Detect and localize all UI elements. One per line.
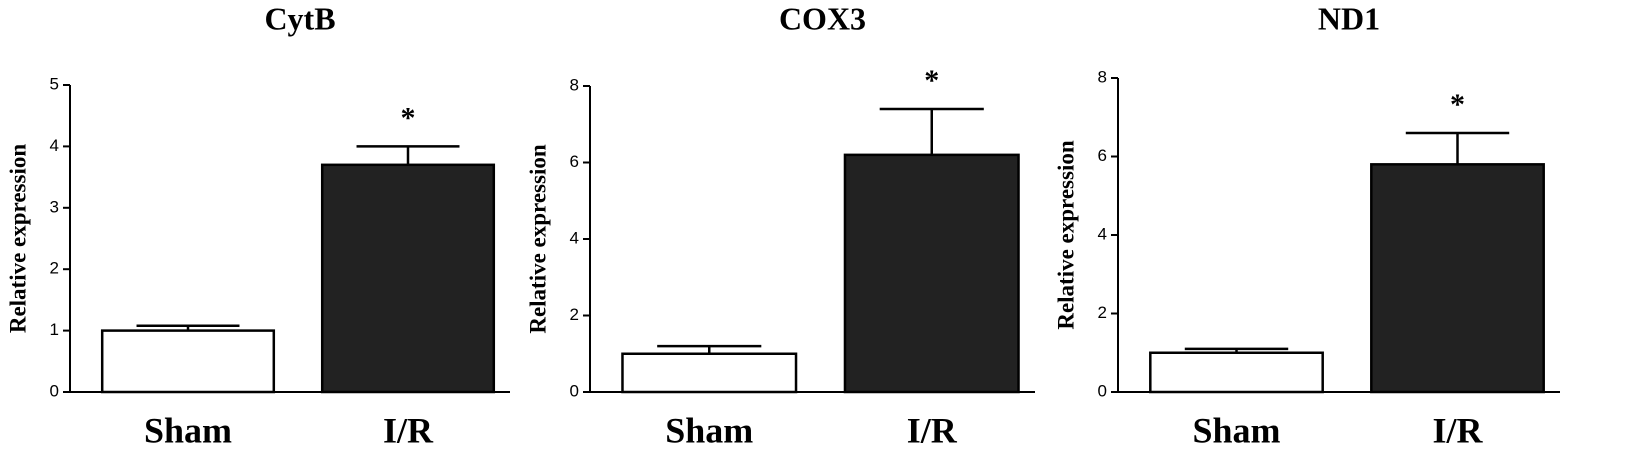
x-tick-label: I/R [907, 410, 958, 450]
bar [621, 352, 798, 394]
x-tick-label: Sham [665, 410, 753, 450]
bar [100, 329, 276, 394]
y-tick-label: 2 [1098, 303, 1107, 322]
y-tick-label: 4 [50, 136, 59, 155]
significance-label: * [401, 101, 416, 134]
y-tick-label: 4 [1098, 224, 1107, 243]
y-axis-label: Relative expression [525, 144, 550, 334]
x-tick-label: I/R [1432, 410, 1483, 450]
y-tick-label: 0 [570, 381, 579, 400]
y-tick-label: 6 [570, 152, 579, 171]
y-tick-label: 8 [1098, 67, 1107, 86]
y-tick-label: 4 [570, 228, 579, 247]
x-tick-label: Sham [144, 410, 232, 450]
x-tick-label: I/R [383, 410, 434, 450]
x-tick-label: Sham [1192, 410, 1280, 450]
y-axis-label: Relative expression [5, 144, 30, 334]
y-tick-label: 2 [50, 259, 59, 278]
y-tick-label: 0 [1098, 381, 1107, 400]
bar [1370, 163, 1545, 394]
significance-label: * [924, 64, 939, 97]
y-tick-label: 5 [50, 74, 59, 93]
y-tick-label: 2 [570, 305, 579, 324]
bar [320, 163, 496, 394]
y-tick-label: 6 [1098, 146, 1107, 165]
bar [1149, 351, 1324, 394]
y-tick-label: 8 [570, 75, 579, 94]
y-tick-label: 3 [50, 197, 59, 216]
bar [843, 153, 1020, 394]
chart-title: COX3 [779, 0, 866, 36]
chart-title: CytB [264, 0, 335, 36]
significance-label: * [1450, 88, 1465, 121]
y-axis-label: Relative expression [1053, 140, 1078, 330]
chart-title: ND1 [1318, 0, 1380, 36]
y-tick-label: 1 [50, 320, 59, 339]
y-tick-label: 0 [50, 381, 59, 400]
